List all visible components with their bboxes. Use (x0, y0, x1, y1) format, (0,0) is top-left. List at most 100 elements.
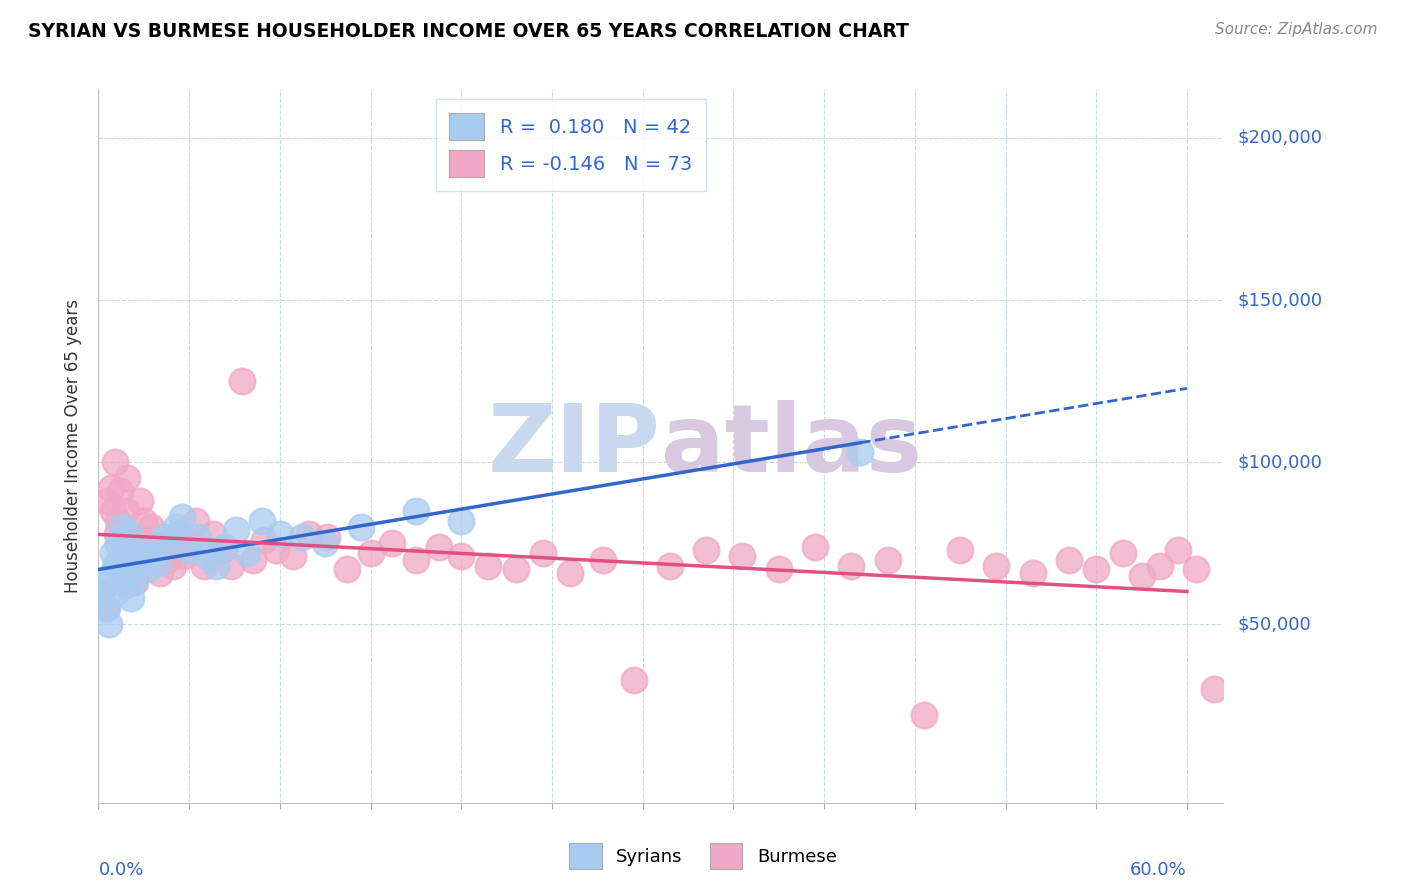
Point (104, 559, 127, 574)
Text: Source: ZipAtlas.com: Source: ZipAtlas.com (1215, 22, 1378, 37)
Point (91, 591, 114, 606)
Point (125, 546, 148, 560)
Point (804, 540, 827, 554)
Point (316, 530, 339, 544)
Point (214, 540, 236, 554)
Point (142, 549, 165, 564)
Point (252, 533, 274, 547)
Point (986, 559, 1008, 574)
Text: $50,000: $50,000 (1237, 615, 1310, 633)
Point (100, 568, 122, 582)
Point (477, 559, 499, 574)
Point (623, 673, 645, 687)
Point (101, 546, 124, 560)
Point (136, 562, 159, 576)
Point (152, 540, 174, 554)
Point (143, 552, 166, 566)
Point (111, 520, 134, 534)
Point (124, 546, 146, 560)
Point (450, 549, 472, 564)
Point (117, 471, 139, 485)
Point (112, 542, 135, 557)
Point (132, 542, 155, 557)
Text: 0.0%: 0.0% (98, 861, 143, 880)
Point (105, 526, 128, 541)
Point (91, 585, 114, 599)
Point (1204, 682, 1226, 697)
Point (281, 549, 304, 564)
Point (505, 562, 527, 576)
Point (120, 552, 142, 566)
Point (111, 559, 134, 574)
Point (231, 374, 253, 388)
Point (264, 542, 287, 557)
Point (107, 536, 129, 550)
Legend: Syrians, Burmese: Syrians, Burmese (564, 838, 842, 874)
Point (1022, 566, 1045, 580)
Point (405, 504, 427, 518)
Point (107, 514, 129, 528)
Point (160, 533, 183, 547)
Point (768, 562, 790, 576)
Point (193, 559, 215, 574)
Point (250, 514, 273, 528)
Point (1085, 562, 1108, 576)
Point (108, 484, 131, 499)
Point (558, 566, 581, 580)
Point (101, 504, 124, 518)
Point (1057, 552, 1080, 566)
Point (104, 455, 127, 469)
Text: atlas: atlas (661, 400, 922, 492)
Text: SYRIAN VS BURMESE HOUSEHOLDER INCOME OVER 65 YEARS CORRELATION CHART: SYRIAN VS BURMESE HOUSEHOLDER INCOME OVE… (28, 22, 910, 41)
Point (179, 536, 201, 550)
Point (1185, 562, 1208, 576)
Point (242, 552, 264, 566)
Point (186, 514, 208, 528)
Point (94, 578, 117, 592)
Point (405, 552, 427, 566)
Point (949, 542, 972, 557)
Point (1149, 559, 1171, 574)
Point (152, 530, 174, 544)
Text: $150,000: $150,000 (1237, 291, 1322, 309)
Point (156, 552, 179, 566)
Point (429, 540, 451, 554)
Point (96, 601, 118, 615)
Point (695, 542, 717, 557)
Text: $200,000: $200,000 (1237, 128, 1322, 147)
Point (314, 536, 336, 550)
Point (912, 708, 935, 723)
Text: ZIP: ZIP (488, 400, 661, 492)
Point (162, 559, 184, 574)
Point (118, 530, 141, 544)
Point (211, 542, 233, 557)
Point (731, 549, 754, 564)
Point (170, 510, 193, 524)
Point (112, 566, 135, 580)
Point (127, 559, 149, 574)
Point (122, 536, 145, 550)
Point (381, 536, 404, 550)
Point (108, 552, 131, 566)
Point (298, 526, 321, 541)
Point (94, 601, 117, 615)
Point (291, 530, 314, 544)
Point (876, 552, 898, 566)
Point (149, 566, 172, 580)
Y-axis label: Householder Income Over 65 years: Householder Income Over 65 years (65, 299, 83, 593)
Point (173, 549, 195, 564)
Point (117, 540, 139, 554)
Point (124, 575, 146, 590)
Point (269, 526, 291, 541)
Text: 60.0%: 60.0% (1130, 861, 1187, 880)
Point (1130, 568, 1153, 582)
Point (139, 520, 162, 534)
Point (225, 524, 247, 538)
Point (96, 494, 118, 508)
Point (658, 559, 681, 574)
Point (136, 533, 159, 547)
Point (531, 546, 554, 560)
Point (201, 526, 224, 541)
Point (187, 530, 209, 544)
Point (179, 542, 201, 557)
